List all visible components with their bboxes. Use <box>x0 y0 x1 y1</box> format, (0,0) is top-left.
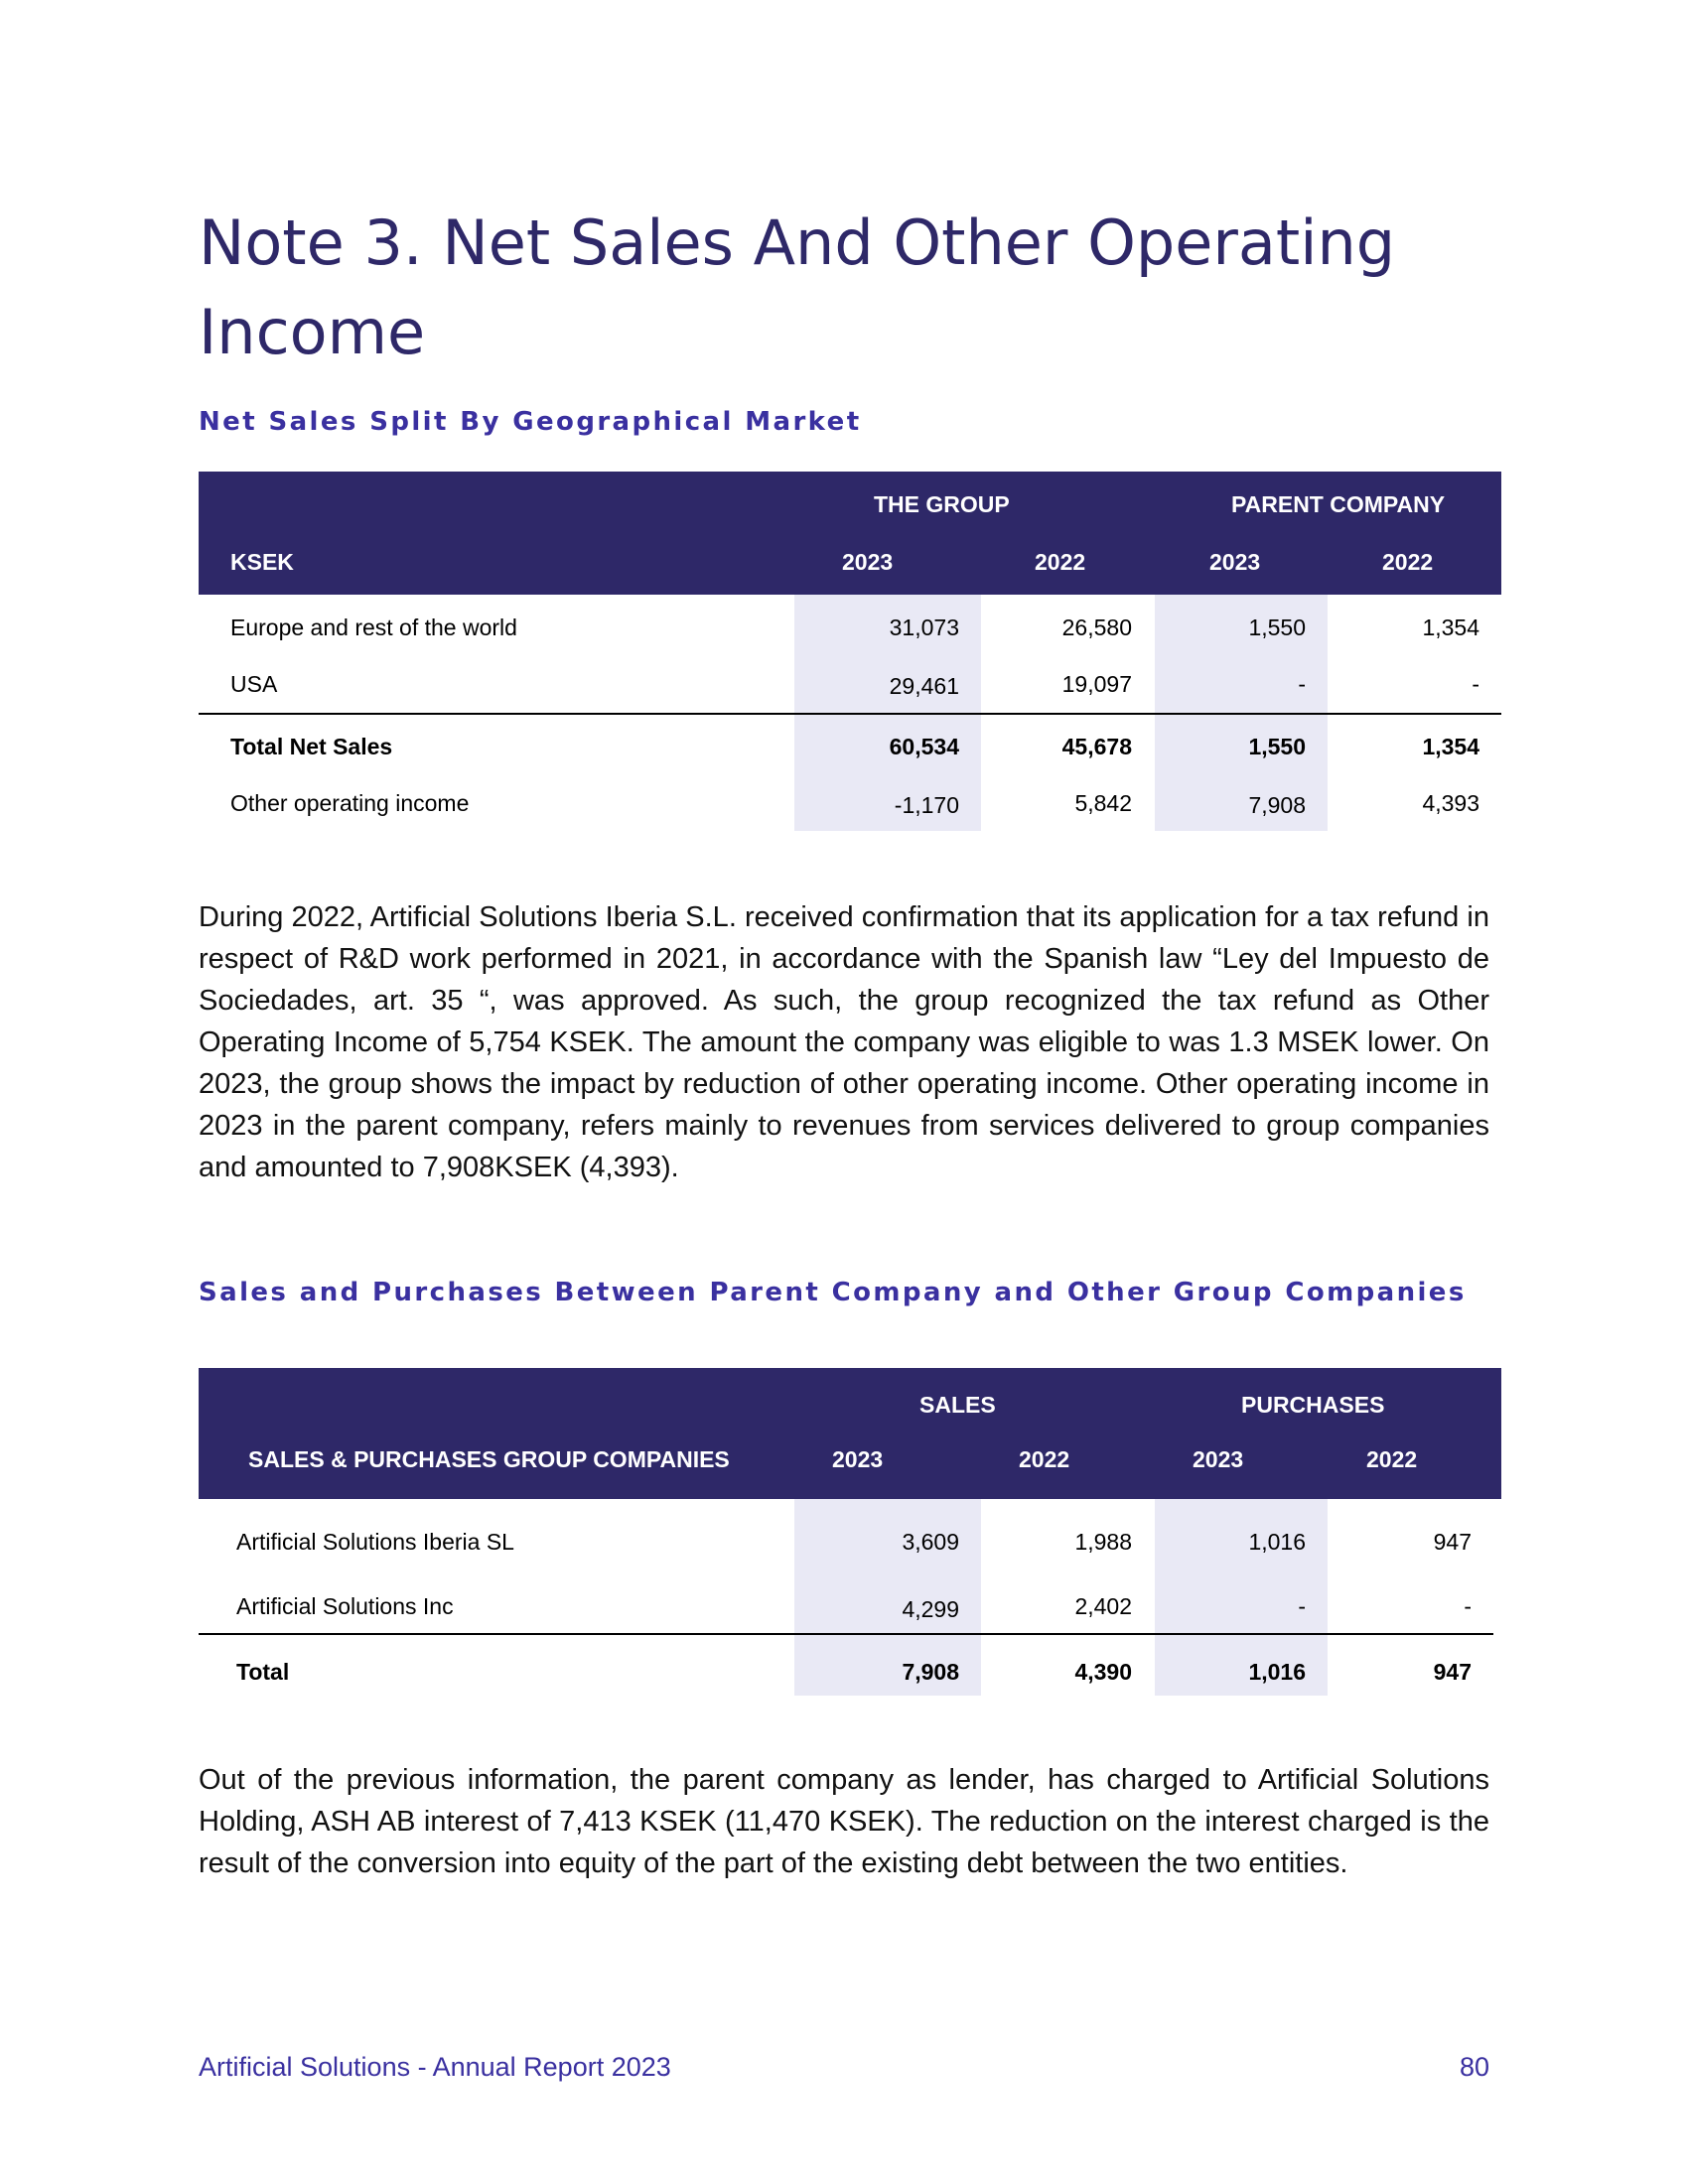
net-sales-table: THE GROUP PARENT COMPANY KSEK 2023 2022 … <box>199 472 1501 831</box>
table-cell: - <box>1298 1593 1306 1619</box>
total-divider <box>199 713 1501 715</box>
table-cell: 1,016 <box>1248 1659 1306 1685</box>
table-cell: 3,609 <box>902 1529 959 1555</box>
year-header: 2022 <box>1019 1446 1070 1472</box>
table-cell: 2,402 <box>1074 1593 1132 1619</box>
table-cell: 4,299 <box>902 1596 959 1622</box>
year-header: 2023 <box>1209 549 1261 575</box>
table-cell: 4,390 <box>1074 1659 1132 1685</box>
table-cell: 1,016 <box>1248 1529 1306 1555</box>
table-cell: - <box>1472 671 1479 697</box>
table-header: THE GROUP PARENT COMPANY KSEK 2023 2022 … <box>199 472 1501 595</box>
sales-purchases-table: SALES PURCHASES SALES & PURCHASES GROUP … <box>199 1368 1501 1696</box>
group-header-purchases: PURCHASES <box>1241 1392 1385 1418</box>
interest-paragraph: Out of the previous information, the par… <box>199 1764 1489 1879</box>
year-header: 2022 <box>1366 1446 1418 1472</box>
table-cell: 1,354 <box>1422 734 1479 759</box>
section-heading-sales-purchases: Sales and Purchases Between Parent Compa… <box>199 1278 1467 1307</box>
table-cell: 947 <box>1433 1659 1472 1685</box>
row-label: Europe and rest of the world <box>230 614 517 640</box>
row-header-label: KSEK <box>230 549 294 575</box>
year-header: 2022 <box>1035 549 1086 575</box>
table-cell: 1,550 <box>1248 614 1306 640</box>
table-cell: -1,170 <box>894 792 959 818</box>
table-cell: 60,534 <box>889 734 959 759</box>
table-cell: 29,461 <box>889 673 959 699</box>
table-cell: 26,580 <box>1061 614 1132 640</box>
table-cell: 947 <box>1433 1529 1472 1555</box>
table-cell: 5,842 <box>1074 790 1132 816</box>
table-cell: - <box>1298 671 1306 697</box>
table-cell: 31,073 <box>889 614 959 640</box>
tax-refund-paragraph: During 2022, Artificial Solutions Iberia… <box>199 901 1489 1183</box>
column-shade <box>794 1499 981 1696</box>
table-cell: 7,908 <box>902 1659 959 1685</box>
total-divider <box>199 1633 1493 1635</box>
table-cell: 4,393 <box>1422 790 1479 816</box>
year-header: 2023 <box>1193 1446 1244 1472</box>
row-header-label: SALES & PURCHASES GROUP COMPANIES <box>248 1446 730 1472</box>
group-header-sales: SALES <box>919 1392 996 1418</box>
section-heading-net-sales: Net Sales Split By Geographical Market <box>199 407 862 437</box>
year-header: 2023 <box>842 549 894 575</box>
table-cell: 1,354 <box>1422 614 1479 640</box>
table-cell: 7,908 <box>1248 792 1306 818</box>
year-header: 2023 <box>832 1446 884 1472</box>
row-label: Total Net Sales <box>230 734 393 759</box>
row-label: USA <box>230 671 278 697</box>
row-label: Total <box>236 1659 290 1685</box>
page-number: 80 <box>1459 2052 1489 2082</box>
row-label: Artificial Solutions Iberia SL <box>236 1529 514 1555</box>
footer-document-title: Artificial Solutions - Annual Report 202… <box>199 2052 671 2082</box>
row-label: Artificial Solutions Inc <box>236 1593 454 1619</box>
table-header: SALES PURCHASES SALES & PURCHASES GROUP … <box>199 1368 1501 1499</box>
table-cell: 1,988 <box>1074 1529 1132 1555</box>
column-shade <box>1155 1499 1328 1696</box>
row-label: Other operating income <box>230 790 470 816</box>
group-header-parent-company: PARENT COMPANY <box>1231 491 1446 517</box>
table-cell: 45,678 <box>1061 734 1132 759</box>
table-cell: - <box>1464 1593 1472 1619</box>
table-cell: 1,550 <box>1248 734 1306 759</box>
group-header-the-group: THE GROUP <box>874 491 1010 517</box>
year-header: 2022 <box>1382 549 1434 575</box>
table-cell: 19,097 <box>1061 671 1132 697</box>
page-title: Note 3. Net Sales And Other Operating In… <box>199 206 1396 368</box>
